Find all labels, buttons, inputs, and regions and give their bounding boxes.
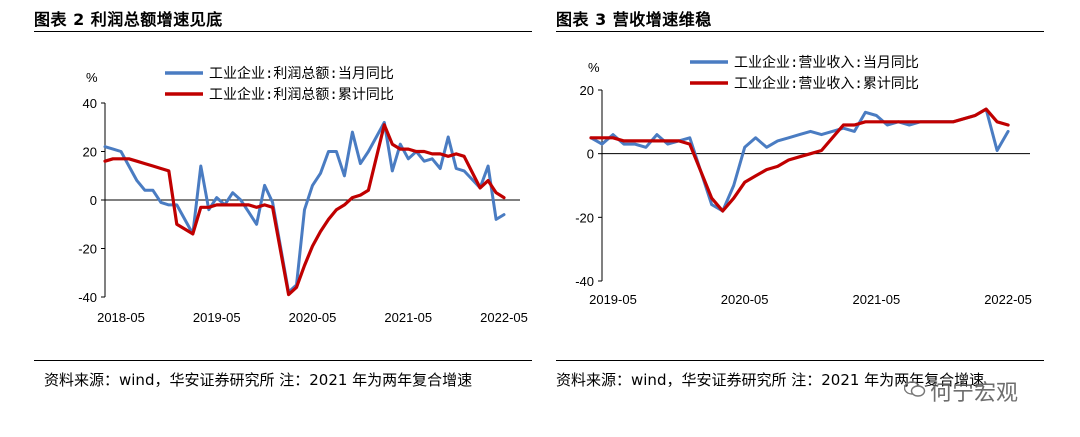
y-tick-label: 20	[83, 145, 97, 160]
y-tick-label: 40	[83, 96, 97, 111]
y-unit-label: %	[86, 70, 98, 85]
wechat-icon	[904, 381, 926, 397]
x-tick-label: 2021-05	[384, 310, 432, 325]
y-tick-label: 0	[587, 147, 594, 162]
y-tick-label: 0	[90, 193, 97, 208]
legend-label: 工业企业:利润总额:累计同比	[209, 86, 394, 103]
chart-1: -40 -20 0 20 40% 2018-05 2019-05 2020-05 2021-05…	[78, 65, 528, 325]
x-tick-label: 2020-05	[721, 292, 769, 307]
right-bottom-rule	[556, 360, 1044, 361]
chart-2: -40 -20 0 20% 2019-05 2020-05 2021-05 2022-05 工业…	[575, 54, 1032, 307]
x-tick-label: 2018-05	[97, 310, 145, 325]
x-tick-label: 2022-05	[984, 292, 1032, 307]
legend-label: 工业企业:利润总额:当月同比	[209, 65, 394, 82]
left-bottom-rule	[34, 360, 532, 361]
y-tick-label: -40	[78, 290, 97, 305]
watermark-text: 何宁宏观	[930, 381, 1019, 406]
y-unit-label: %	[588, 60, 600, 75]
left-source-note: 资料来源：wind，华安证券研究所 注：2021 年为两年复合增速	[44, 371, 473, 389]
series-line-monthly	[103, 120, 506, 294]
y-tick-label: -20	[575, 210, 594, 225]
x-tick-label: 2019-05	[589, 292, 637, 307]
left-top-rule	[34, 31, 532, 32]
left-chart-title: 图表 2 利润总额增速见底	[34, 10, 223, 29]
y-tick-label: -40	[575, 274, 594, 289]
right-top-rule	[556, 31, 1044, 32]
legend-label: 工业企业:营业收入:当月同比	[734, 54, 919, 71]
right-chart-title: 图表 3 营收增速维稳	[556, 10, 712, 29]
y-tick-label: -20	[78, 242, 97, 257]
right-source-note: 资料来源：wind，华安证券研究所 注：2021 年为两年复合增速	[556, 371, 985, 389]
x-tick-label: 2019-05	[193, 310, 241, 325]
series-line-cumulative	[589, 107, 1010, 213]
y-tick-label: 20	[580, 83, 594, 98]
series-line-monthly	[589, 107, 1010, 213]
x-tick-label: 2022-05	[480, 310, 528, 325]
x-tick-label: 2021-05	[852, 292, 900, 307]
legend-label: 工业企业:营业收入:累计同比	[734, 75, 919, 92]
series-line-cumulative	[103, 123, 506, 297]
x-tick-label: 2020-05	[289, 310, 337, 325]
